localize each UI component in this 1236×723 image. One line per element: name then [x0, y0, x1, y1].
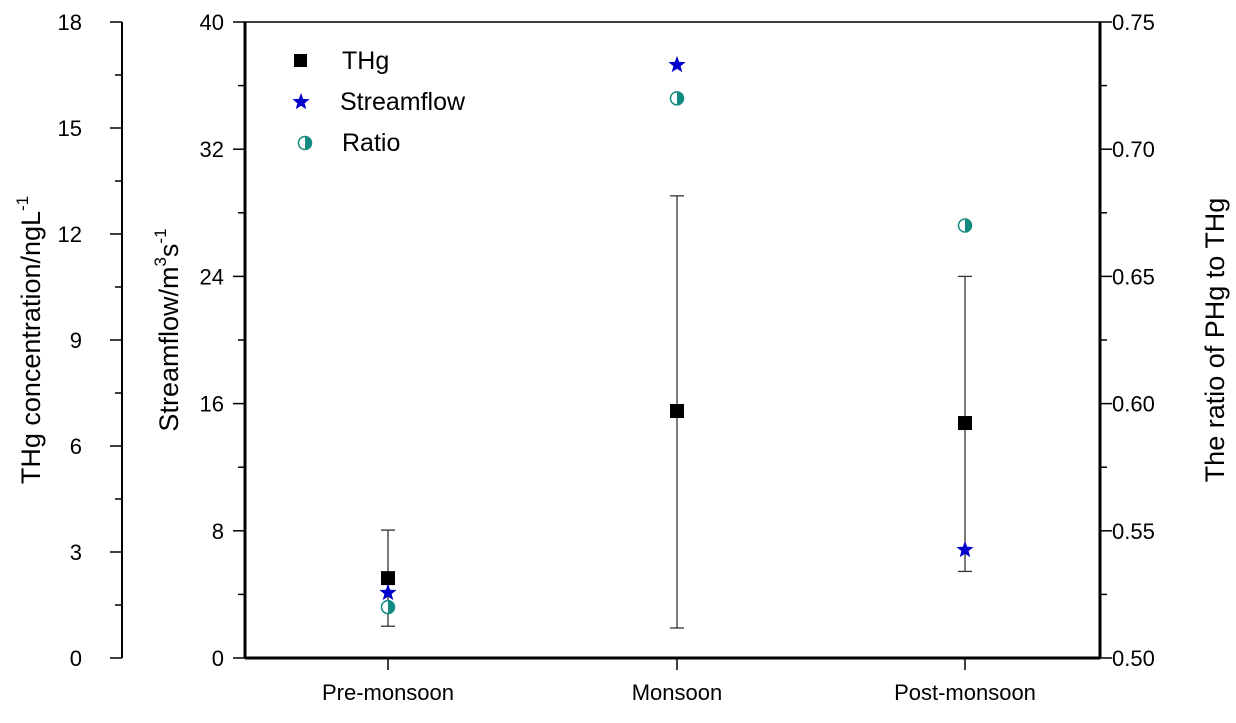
- legend: THg Streamflow Ratio: [292, 47, 466, 157]
- right-axis-tick-label: 0.65: [1112, 264, 1155, 289]
- plot-frame: [244, 21, 1101, 659]
- ratio-point-fill: [965, 219, 972, 233]
- left-axis-tick-label: 9: [70, 328, 82, 353]
- streamflow-axis-tick-label: 32: [200, 137, 224, 162]
- left-axis-title: THg concentration/ngL-1: [13, 196, 46, 484]
- left-axis-tick-label: 3: [70, 540, 82, 565]
- streamflow-axis-tick-label: 24: [200, 264, 224, 289]
- streamflow-axis-tick-label: 0: [212, 646, 224, 671]
- right-axis-tick-label: 0.75: [1112, 10, 1155, 35]
- streamflow-axis-tick-label: 8: [212, 519, 224, 544]
- streamflow-axis-tick-label: 16: [200, 392, 224, 417]
- streamflow-point: [379, 583, 397, 601]
- ratio-point-fill: [677, 91, 684, 105]
- streamflow-axis-tick-label: 40: [200, 10, 224, 35]
- legend-ratio-label: Ratio: [342, 129, 400, 157]
- ratio-point: [669, 91, 685, 106]
- left-axis-tick-label: 15: [58, 116, 82, 141]
- streamflow-axis-title: Streamflow/m3s-1: [151, 228, 184, 431]
- x-tick-label: Monsoon: [632, 680, 723, 705]
- ratio-point: [957, 218, 973, 233]
- streamflow-point: [956, 540, 974, 558]
- left-axis-tick-label: 18: [58, 10, 82, 35]
- x-tick-label: Pre-monsoon: [322, 680, 454, 705]
- left-axis-tick-label: 6: [70, 434, 82, 459]
- thg-point: [381, 571, 395, 586]
- right-axis-tick-label: 0.50: [1112, 646, 1155, 671]
- legend-ratio-marker: [297, 135, 313, 151]
- x-tick-label: Post-monsoon: [894, 680, 1036, 705]
- ratio-point: [380, 599, 396, 615]
- thg-point: [670, 404, 684, 419]
- legend-thg-label: THg: [342, 47, 389, 75]
- left-axis-tick-label: 12: [58, 222, 82, 247]
- left-axis-tick-label: 0: [70, 646, 82, 671]
- right-axis-tick-label: 0.70: [1112, 137, 1155, 162]
- legend-ratio-fill: [305, 136, 312, 150]
- ratio-point-fill: [388, 600, 395, 614]
- legend-streamflow-marker: [292, 93, 310, 110]
- streamflow-point: [668, 55, 686, 73]
- right-axis-tick-label: 0.60: [1112, 392, 1155, 417]
- right-axis-tick-label: 0.55: [1112, 519, 1155, 544]
- legend-streamflow-label: Streamflow: [340, 88, 466, 116]
- right-axis-title: The ratio of PHg to THg: [1200, 198, 1230, 483]
- thg-point: [958, 416, 972, 431]
- legend-thg-marker: [294, 54, 307, 67]
